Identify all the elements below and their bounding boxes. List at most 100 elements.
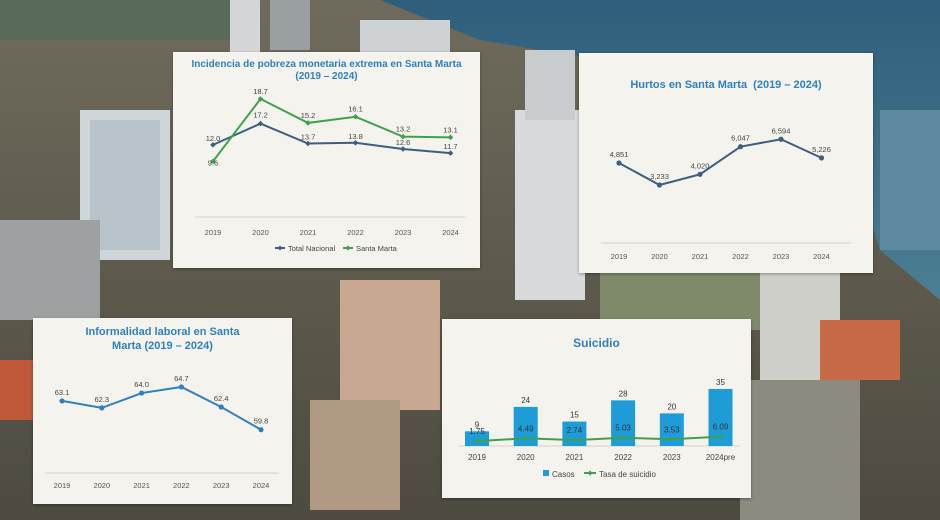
data-point: [474, 438, 480, 444]
x-tick-label: 2024: [813, 252, 830, 261]
x-tick-label: 2022: [732, 252, 749, 261]
x-tick-label: 2020: [651, 252, 668, 261]
x-tick-label: 2021: [566, 453, 584, 462]
data-point: [447, 134, 454, 141]
data-label: 12.0: [206, 134, 221, 143]
x-tick-label: 2023: [663, 453, 681, 462]
rate-value-label: 2.74: [567, 426, 583, 435]
chart-hurtos-panel: Hurtos en Santa Marta (2019 – 2024) 2019…: [579, 53, 873, 273]
x-tick-label: 2024pre: [706, 453, 736, 462]
data-point: [656, 182, 663, 188]
data-point: [218, 404, 224, 410]
data-point: [139, 390, 145, 396]
x-tick-label: 2023: [213, 481, 230, 490]
bar-value-label: 35: [716, 378, 725, 387]
data-label: 13.7: [301, 132, 316, 141]
data-point: [818, 155, 825, 161]
chart-pobreza-title: Incidencia de pobreza monetaria extrema …: [173, 59, 480, 83]
legend-label-santa-marta: Santa Marta: [356, 244, 398, 253]
data-label: 9.6: [208, 158, 218, 167]
x-tick-label: 2019: [468, 453, 486, 462]
data-label: 12.6: [396, 138, 411, 147]
x-tick-label: 2023: [773, 252, 790, 261]
data-point: [305, 140, 311, 147]
data-point: [697, 171, 703, 177]
series-line-santa-marta: [212, 97, 451, 162]
legend-label-casos: Casos: [552, 470, 575, 479]
x-tick-label: 2021: [300, 228, 317, 237]
x-tick-label: 2019: [54, 481, 71, 490]
chart-informalidad-title-line1: Informalidad laboral en Santa: [85, 326, 240, 338]
data-label: 4,020: [691, 161, 710, 170]
legend-swatch-casos: [543, 470, 549, 476]
data-point: [400, 133, 406, 140]
legend-marker-total-nacional: [277, 245, 283, 251]
data-label: 5,226: [812, 145, 831, 154]
data-point: [178, 384, 184, 390]
data-point: [778, 136, 784, 142]
data-label: 6,047: [731, 134, 750, 143]
data-point: [305, 120, 311, 126]
data-label: 16.1: [348, 105, 363, 114]
x-tick-label: 2022: [614, 453, 632, 462]
data-label: 62.3: [94, 395, 109, 404]
data-point: [258, 427, 264, 433]
chart-hurtos-title: Hurtos en Santa Marta (2019 – 2024): [630, 79, 822, 91]
rate-value-label: 6.09: [713, 423, 729, 432]
chart-pobreza-title-line1: Incidencia de pobreza monetaria extrema …: [191, 59, 462, 70]
chart-pobreza-svg: 2019 2020 2021 2022 2023 2024 12.0 13.7 13.8 12.6…: [195, 87, 465, 253]
series-line-tasa: [476, 435, 721, 443]
chart-informalidad-title-line2: Marta (2019 – 2024): [112, 340, 213, 352]
data-point: [616, 160, 622, 166]
data-label: 62.4: [214, 394, 229, 403]
x-tick-label: 2022: [347, 228, 364, 237]
chart-suicidio-panel: Suicidio 9 24 15 28 20 35 2019 2020 2021 2022 2023…: [442, 319, 751, 498]
x-tick-label: 2021: [692, 252, 709, 261]
legend-marker-tasa: [587, 470, 593, 476]
bar-value-label: 24: [521, 396, 530, 405]
data-label: 63.1: [55, 388, 70, 397]
chart-informalidad-title: Informalidad laboral en Santa Marta (201…: [33, 325, 292, 353]
x-tick-label: 2019: [611, 252, 628, 261]
data-point: [59, 398, 65, 404]
x-tick-label: 2024: [442, 228, 459, 237]
x-tick-label: 2024: [253, 481, 270, 490]
x-tick-label: 2020: [93, 481, 110, 490]
data-point: [210, 158, 216, 165]
data-label-overlap: 17.2: [253, 111, 268, 120]
data-label: 6,594: [772, 126, 791, 135]
chart-suicidio-svg: 9 24 15 28 20 35 2019 2020 2021 2022 2023 2024pre 1.…: [459, 378, 740, 479]
data-point: [400, 146, 406, 152]
data-point: [257, 120, 264, 127]
data-label: 59.8: [254, 417, 269, 426]
chart-pobreza-title-line2: (2019 – 2024): [295, 71, 358, 82]
data-point: [737, 144, 744, 150]
chart-suicidio-title: Suicidio: [573, 336, 620, 350]
legend-marker-santa-marta: [345, 245, 351, 251]
series-line-informalidad: [61, 385, 262, 431]
data-label: 13.8: [348, 132, 363, 141]
rate-value-label: 1.75: [469, 427, 485, 436]
x-tick-label: 2020: [517, 453, 535, 462]
bar-value-label: 9: [475, 420, 480, 429]
data-point: [447, 150, 454, 156]
bar-value-label: 28: [619, 389, 628, 398]
x-tick-label: 2022: [173, 481, 190, 490]
chart-hurtos-svg: 2019 2020 2021 2022 2023 2024 4,851 3,233 4,020 6…: [601, 126, 851, 261]
legend-label-total-nacional: Total Nacional: [288, 244, 335, 253]
chart-pobreza-panel: Incidencia de pobreza monetaria extrema …: [173, 52, 480, 268]
bar-value-label: 15: [570, 411, 579, 420]
legend-label-tasa: Tasa de suicidio: [599, 470, 656, 479]
rate-value-label: 4.49: [518, 424, 534, 433]
rate-value-label: 5.03: [615, 424, 631, 433]
data-point: [99, 405, 105, 411]
data-label: 64.0: [134, 380, 149, 389]
data-point: [210, 142, 216, 148]
data-label: 13.1: [443, 125, 458, 134]
chart-informalidad-svg: 2019 2020 2021 2022 2023 2024 63.1 62.3 64.0 64.7…: [45, 374, 279, 490]
data-label: 18.7: [253, 87, 268, 96]
data-label: 15.2: [301, 111, 316, 120]
bar-value-label: 20: [667, 402, 676, 411]
rate-value-label: 3.53: [664, 425, 680, 434]
data-label: 11.7: [443, 142, 457, 151]
